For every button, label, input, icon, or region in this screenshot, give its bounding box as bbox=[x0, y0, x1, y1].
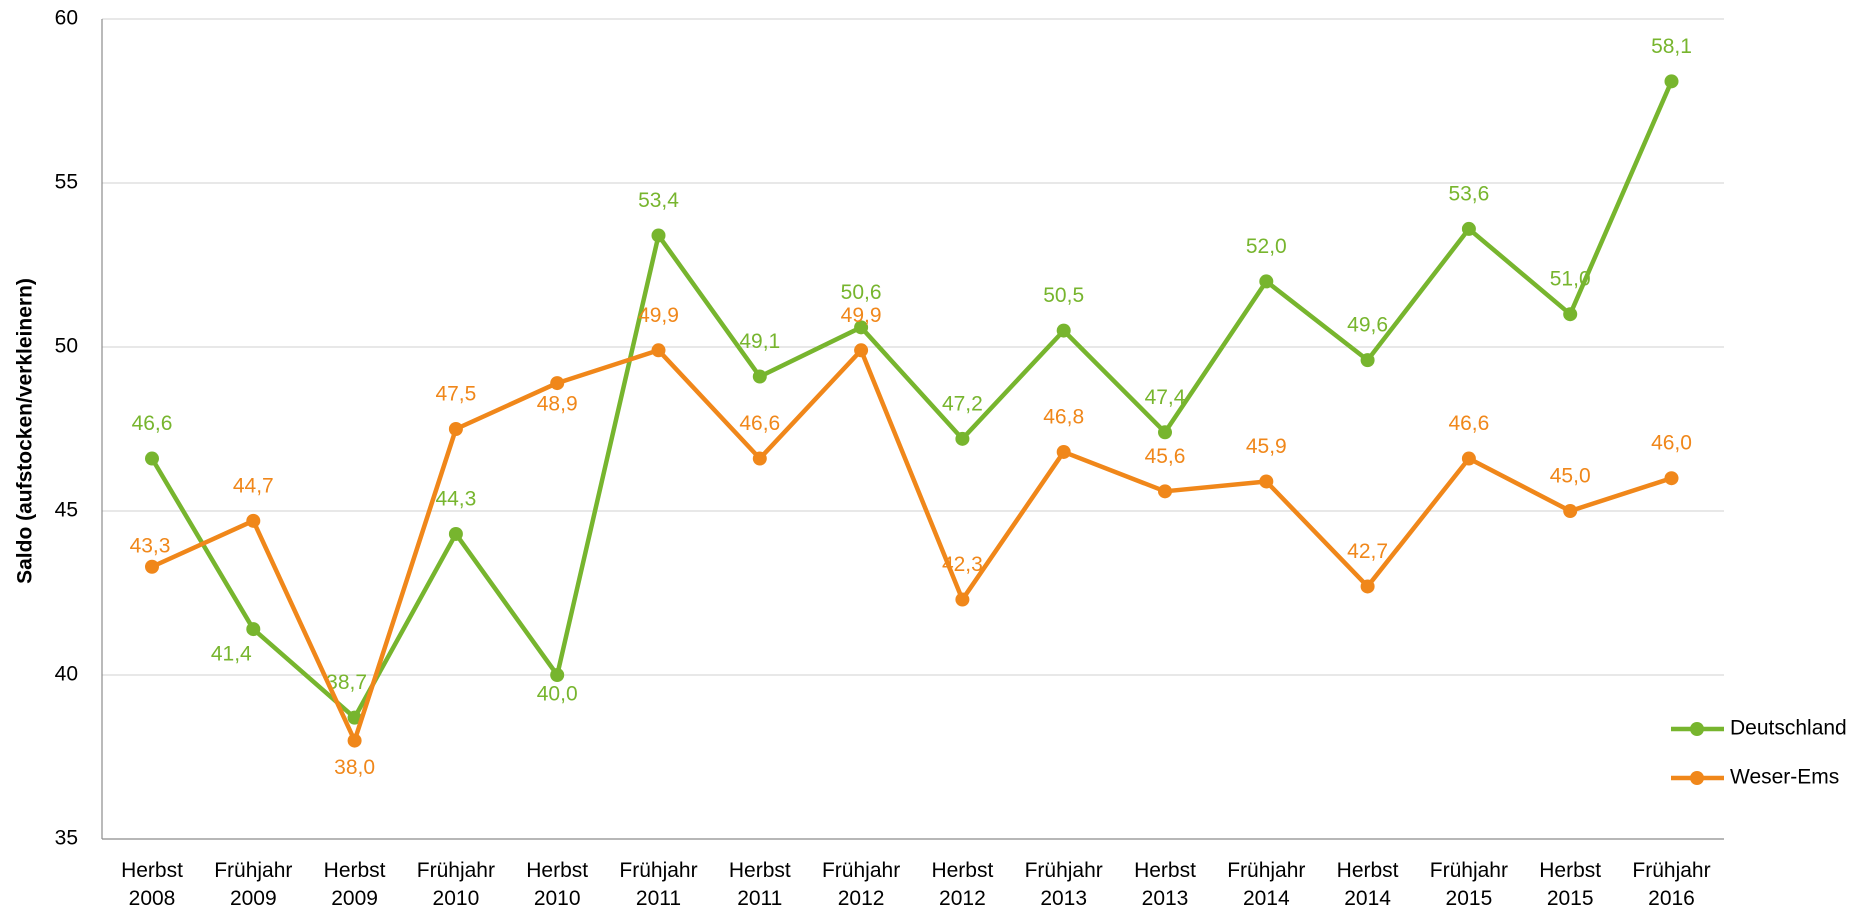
x-tick-label: Frühjahr 2010 bbox=[416, 859, 495, 910]
data-label: 43,3 bbox=[130, 534, 171, 557]
y-tick-label: 60 bbox=[55, 7, 78, 30]
data-label: 44,7 bbox=[233, 474, 274, 497]
data-point bbox=[955, 431, 970, 446]
data-point bbox=[752, 369, 767, 384]
x-tick-label: Frühjahr 2015 bbox=[1429, 859, 1508, 910]
x-tick-label: Herbst 2015 bbox=[1539, 859, 1602, 910]
y-tick-label: 50 bbox=[55, 335, 78, 358]
y-axis-label: Saldo (aufstocken/verkleinern) bbox=[14, 278, 37, 584]
legend-marker bbox=[1690, 722, 1704, 736]
data-label: 50,5 bbox=[1043, 284, 1084, 307]
data-label: 49,9 bbox=[638, 304, 679, 327]
x-tick-label: Herbst 2012 bbox=[931, 859, 994, 910]
data-point bbox=[651, 228, 666, 243]
data-label: 46,6 bbox=[739, 412, 780, 435]
legend-label: Deutschland bbox=[1730, 717, 1847, 740]
data-label: 49,9 bbox=[841, 304, 882, 327]
data-point bbox=[854, 343, 869, 358]
data-label: 58,1 bbox=[1651, 35, 1692, 58]
y-tick-label: 35 bbox=[55, 827, 78, 850]
data-label: 48,9 bbox=[537, 393, 578, 416]
data-point bbox=[550, 668, 565, 682]
data-point bbox=[246, 513, 261, 528]
x-tick-label: Frühjahr 2014 bbox=[1227, 859, 1306, 910]
data-label: 40,0 bbox=[537, 683, 578, 706]
data-label: 49,1 bbox=[739, 330, 780, 353]
data-point bbox=[854, 320, 869, 335]
data-label: 47,2 bbox=[942, 392, 983, 415]
x-tick-label: Herbst 2009 bbox=[323, 859, 386, 910]
data-label: 46,0 bbox=[1651, 432, 1692, 455]
data-label: 42,3 bbox=[942, 553, 983, 576]
data-label: 44,3 bbox=[435, 488, 476, 511]
x-tick-label: Frühjahr 2009 bbox=[214, 859, 293, 910]
x-tick-label: Frühjahr 2016 bbox=[1632, 859, 1711, 910]
data-point bbox=[347, 733, 362, 748]
data-point bbox=[1056, 444, 1071, 459]
data-point bbox=[448, 526, 463, 541]
data-point bbox=[651, 343, 666, 358]
data-point bbox=[1158, 484, 1172, 499]
data-label: 41,4 bbox=[211, 643, 252, 666]
legend-label: Weser-Ems bbox=[1730, 766, 1839, 789]
data-point bbox=[145, 451, 159, 466]
data-label: 42,7 bbox=[1347, 540, 1388, 563]
data-label: 50,6 bbox=[841, 281, 882, 304]
data-label: 53,6 bbox=[1448, 182, 1489, 205]
data-point bbox=[1360, 579, 1375, 594]
data-label: 51,0 bbox=[1550, 268, 1591, 291]
x-tick-label: Herbst 2011 bbox=[728, 859, 791, 910]
data-label: 52,0 bbox=[1246, 235, 1287, 258]
x-tick-label: Frühjahr 2013 bbox=[1024, 859, 1103, 910]
data-point bbox=[1563, 504, 1578, 518]
data-point bbox=[1461, 221, 1476, 236]
data-label: 45,9 bbox=[1246, 435, 1287, 458]
x-tick-label: Frühjahr 2011 bbox=[619, 859, 698, 910]
data-point bbox=[246, 622, 261, 637]
data-label: 45,6 bbox=[1145, 445, 1186, 468]
data-point bbox=[1259, 274, 1274, 289]
x-tick-label: Herbst 2014 bbox=[1336, 859, 1399, 910]
data-point bbox=[448, 422, 463, 436]
data-label: 38,0 bbox=[334, 756, 375, 779]
data-point bbox=[1461, 451, 1476, 466]
data-point bbox=[955, 592, 970, 607]
data-label: 47,4 bbox=[1145, 386, 1186, 409]
data-point bbox=[1360, 353, 1375, 368]
series-line bbox=[150, 80, 1674, 720]
data-label: 38,7 bbox=[326, 671, 367, 694]
y-tick-label: 45 bbox=[55, 499, 78, 522]
data-label: 45,0 bbox=[1550, 465, 1591, 488]
data-label: 49,6 bbox=[1347, 314, 1388, 337]
data-label: 53,4 bbox=[638, 189, 679, 212]
y-tick-label: 55 bbox=[55, 171, 78, 194]
data-point bbox=[550, 376, 565, 391]
x-tick-label: Herbst 2013 bbox=[1134, 859, 1196, 910]
data-point bbox=[1563, 307, 1578, 322]
data-point bbox=[1664, 471, 1679, 486]
data-point bbox=[1158, 425, 1172, 440]
data-label: 46,8 bbox=[1043, 406, 1084, 429]
x-tick-label: Herbst 2008 bbox=[121, 859, 183, 910]
data-point bbox=[1664, 74, 1679, 89]
series-line bbox=[151, 348, 1673, 743]
y-tick-label: 40 bbox=[55, 663, 78, 686]
data-point bbox=[1259, 474, 1274, 489]
legend-marker bbox=[1690, 771, 1704, 785]
x-tick-label: Frühjahr 2012 bbox=[821, 859, 901, 910]
data-label: 47,5 bbox=[435, 383, 476, 406]
data-point bbox=[752, 451, 767, 466]
data-label: 46,6 bbox=[1448, 412, 1489, 435]
data-point bbox=[347, 710, 362, 725]
data-label: 46,6 bbox=[132, 412, 173, 435]
data-point bbox=[1056, 323, 1071, 338]
data-point bbox=[145, 559, 159, 574]
x-tick-label: Herbst 2010 bbox=[526, 859, 589, 910]
